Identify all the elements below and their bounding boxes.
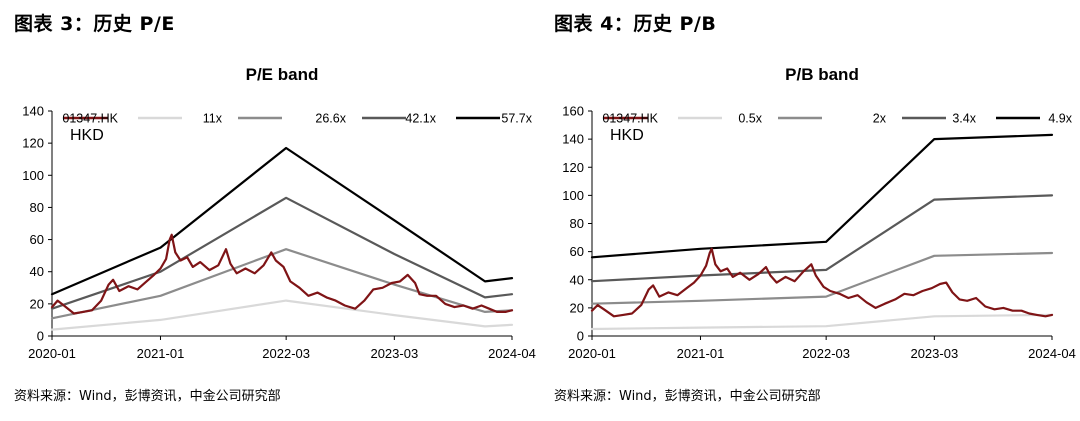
source-note: 资料来源：Wind，彭博资讯，中金公司研究部 — [554, 389, 821, 404]
x-tick-label: 2020-01 — [28, 346, 76, 361]
legend-label-3-4x: 3.4x — [952, 112, 976, 126]
pb-panel: 图表 4：历史 P/B P/B band 0 20 40 60 80 100 120 140 16… — [540, 0, 1080, 421]
series-line-42-1x — [50, 196, 514, 310]
y-tick-label: 0 — [577, 329, 584, 344]
series-line-01347-hk — [590, 247, 1054, 318]
unit-label: HKD — [70, 127, 104, 144]
series-line-01347-hk — [50, 233, 514, 315]
x-tick-label: 2022-03 — [802, 346, 850, 361]
y-tick-label: 0 — [37, 329, 44, 344]
legend-label-4-9x: 4.9x — [1048, 112, 1072, 126]
x-tick-label: 2023-03 — [370, 346, 418, 361]
y-tick-label: 60 — [570, 244, 584, 259]
x-tick-label: 2023-03 — [910, 346, 958, 361]
legend-label-01347-hk: 01347.HK — [602, 112, 658, 126]
y-tick-label: 140 — [22, 104, 44, 119]
y-tick-label: 160 — [562, 104, 584, 119]
y-tick-label: 60 — [30, 232, 44, 247]
y-tick-label: 100 — [562, 188, 584, 203]
x-tick-label: 2024-04 — [1028, 346, 1076, 361]
figure-title: 图表 3：历史 P/E — [14, 13, 175, 35]
x-tick-label: 2024-04 — [488, 346, 536, 361]
pe-band-chart: P/E band 0 20 40 60 80 100 120 140 2020-01 2021-01… — [22, 65, 536, 361]
y-tick-label: 120 — [562, 160, 584, 175]
legend-label-42-1x: 42.1x — [405, 112, 436, 126]
series-line-11x — [50, 299, 514, 331]
legend-label-2x: 2x — [873, 112, 887, 126]
y-tick-label: 100 — [22, 168, 44, 183]
legend-label-57-7x: 57.7x — [501, 112, 532, 126]
y-tick-label: 140 — [562, 132, 584, 147]
x-tick-label: 2022-03 — [262, 346, 310, 361]
source-note: 资料来源：Wind，彭博资讯，中金公司研究部 — [14, 389, 281, 404]
x-tick-label: 2020-01 — [568, 346, 616, 361]
y-tick-label: 40 — [30, 264, 44, 279]
y-tick-label: 20 — [30, 296, 44, 311]
x-tick-label: 2021-01 — [677, 346, 725, 361]
chart-title: P/E band — [246, 65, 319, 84]
y-tick-label: 80 — [570, 216, 584, 231]
figure-title: 图表 4：历史 P/B — [554, 13, 717, 35]
legend-label-01347-hk: 01347.HK — [62, 112, 118, 126]
series-line-3-4x — [590, 194, 1054, 283]
chart-title: P/B band — [785, 65, 859, 84]
pe-panel: 图表 3：历史 P/E P/E band 0 20 40 60 80 100 120 140 20… — [14, 13, 536, 404]
pb-band-chart: P/B band 0 20 40 60 80 100 120 140 160 2020-01 2021… — [562, 65, 1076, 361]
series-line-2x — [590, 251, 1054, 305]
unit-label: HKD — [610, 127, 644, 144]
legend-label-0-5x: 0.5x — [738, 112, 762, 126]
legend-label-26-6x: 26.6x — [315, 112, 346, 126]
series-line-57-7x — [50, 146, 514, 296]
x-tick-label: 2021-01 — [137, 346, 185, 361]
legend-label-11x: 11x — [203, 112, 223, 126]
series-line-0-5x — [590, 313, 1054, 331]
y-tick-label: 20 — [570, 300, 584, 315]
y-tick-label: 40 — [570, 272, 584, 287]
y-tick-label: 120 — [22, 136, 44, 151]
series-line-26-6x — [50, 248, 514, 320]
series-line-4-9x — [590, 133, 1054, 259]
y-tick-label: 80 — [30, 200, 44, 215]
